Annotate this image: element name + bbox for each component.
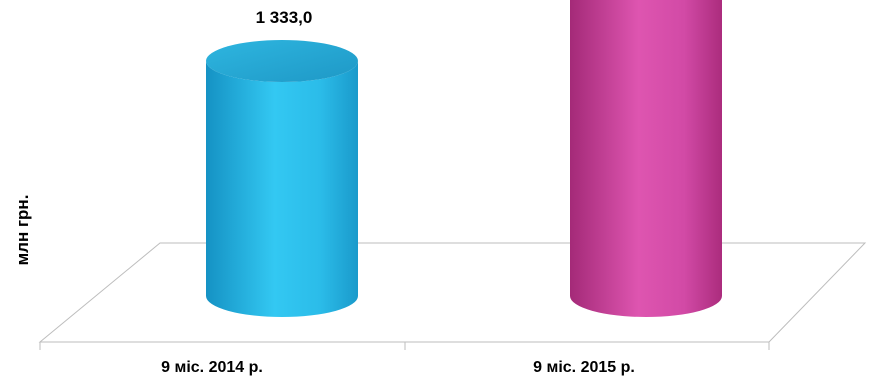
chart-floor [38,242,867,343]
data-labels-group: 1 333,02 149,3 [256,8,313,27]
bar-body [570,0,722,317]
y-axis-title: млн грн. [13,195,32,266]
bars-group [206,0,722,317]
bar-body [206,61,358,317]
data-label: 1 333,0 [256,8,313,27]
x-tick-label: 9 міс. 2015 р. [533,359,635,376]
x-axis-ticks [39,342,770,350]
x-tick-label: 9 міс. 2014 р. [161,359,263,376]
x-tick-labels-group: 9 міс. 2014 р. 9 міс. 2015 р. [161,359,635,376]
bar-2 [570,0,722,317]
bar-1 [206,40,358,317]
bar-top [206,40,358,82]
